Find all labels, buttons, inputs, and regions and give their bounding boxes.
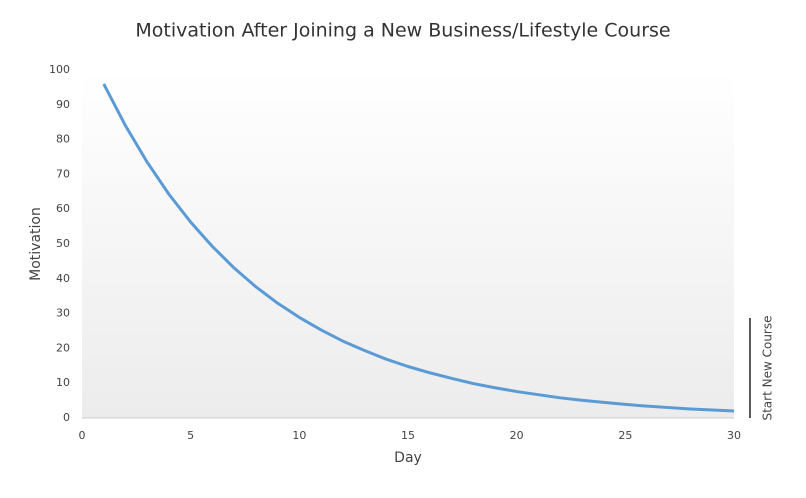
y-tick-label: 30 <box>56 307 70 320</box>
y-tick-label: 20 <box>56 341 70 354</box>
y-tick-label: 90 <box>56 98 70 111</box>
annotation: Start New Course <box>761 315 775 420</box>
x-axis-title: Day <box>394 450 422 466</box>
y-tick-label: 50 <box>56 237 70 250</box>
x-tick-label: 20 <box>510 429 524 442</box>
x-tick-label: 25 <box>618 429 632 442</box>
y-axis-title: Motivation <box>28 207 44 281</box>
plot-area <box>82 70 734 418</box>
x-tick-label: 10 <box>292 429 306 442</box>
y-tick-label: 40 <box>56 272 70 285</box>
y-tick-label: 10 <box>56 376 70 389</box>
y-tick-label: 80 <box>56 133 70 146</box>
y-tick-label: 60 <box>56 202 70 215</box>
x-tick-label: 15 <box>401 429 415 442</box>
x-tick-label: 5 <box>187 429 194 442</box>
x-tick-label: 30 <box>727 429 741 442</box>
line <box>102 83 735 413</box>
x-tick-label: 0 <box>79 429 86 442</box>
y-tick-label: 0 <box>63 411 70 424</box>
y-tick-label: 70 <box>56 167 70 180</box>
y-tick-label: 100 <box>49 63 70 76</box>
chart-title: Motivation After Joining a New Business/… <box>135 20 670 42</box>
